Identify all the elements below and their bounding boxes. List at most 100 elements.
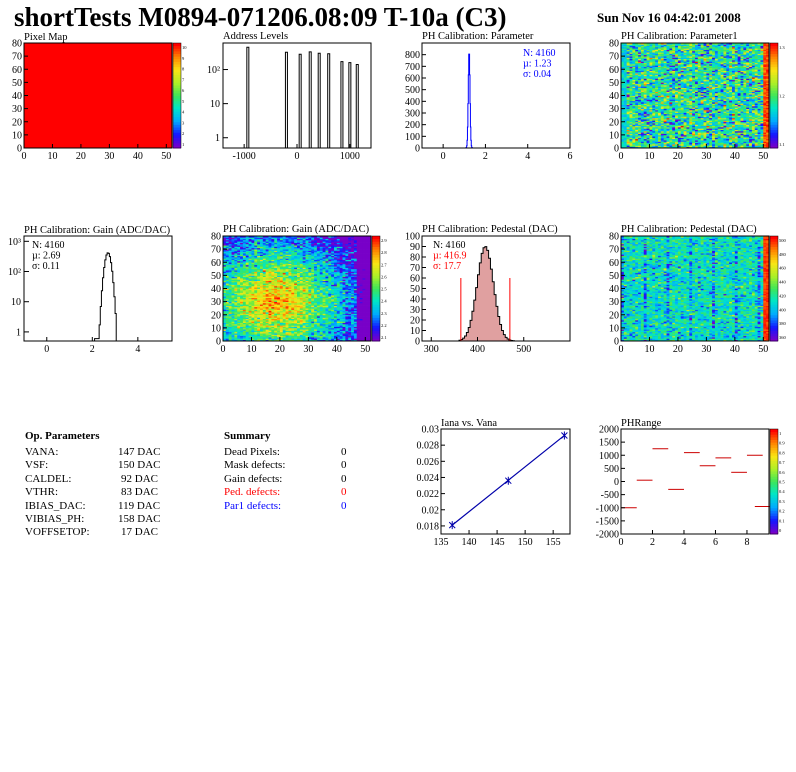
heatmap-cell (740, 53, 744, 56)
heatmap-cell (717, 60, 721, 62)
heatmap-cell (660, 71, 665, 74)
heatmap-cell (629, 79, 633, 82)
heatmap-cell (635, 112, 639, 115)
heatmap-cell (746, 77, 750, 79)
heatmap-cell (660, 99, 665, 102)
heatmap-cell (658, 140, 662, 142)
heatmap-cell (623, 58, 628, 61)
heatmap-cell (697, 115, 702, 117)
heatmap-cell (626, 87, 630, 90)
heatmap-cell (729, 142, 733, 145)
heatmap-cell (686, 132, 690, 134)
heatmap-cell (666, 52, 670, 54)
heatmap-cell (660, 85, 665, 87)
heatmap-cell (660, 52, 665, 54)
heatmap-cell (660, 69, 665, 71)
heatmap-cell (635, 111, 639, 113)
heatmap-cell (649, 95, 653, 98)
heatmap-cell (760, 69, 764, 71)
heatmap-cell (706, 85, 710, 87)
heatmap-cell (751, 133, 756, 136)
heatmap-cell (672, 141, 676, 144)
heatmap-cell (669, 50, 673, 53)
heatmap-cell (751, 103, 756, 106)
heatmap-cell (632, 62, 636, 65)
heatmap-cell (640, 57, 645, 60)
heatmap-cell (737, 44, 741, 46)
heatmap-cell (669, 104, 673, 107)
heatmap-cell (717, 111, 721, 113)
heatmap-cell (697, 137, 702, 140)
heatmap-cell (700, 141, 704, 144)
heatmap-cell (646, 104, 650, 107)
heatmap-cell (677, 96, 682, 99)
heatmap-cell (740, 52, 744, 54)
heatmap-cell (697, 65, 702, 67)
heatmap-cell (746, 81, 750, 83)
heatmap-cell (675, 142, 679, 145)
heatmap-cell (621, 52, 625, 54)
heatmap-cell (677, 113, 682, 116)
heatmap-cell (675, 136, 679, 138)
heatmap-cell (706, 102, 710, 104)
heatmap-cell (643, 112, 647, 115)
heatmap-cell (714, 134, 719, 137)
heatmap-cell (717, 121, 721, 124)
heatmap-cell (700, 65, 704, 67)
heatmap-cell (760, 87, 764, 90)
heatmap-cell (717, 98, 721, 100)
heatmap-cell (763, 54, 767, 57)
heatmap-cell (689, 62, 693, 65)
palette-cell (173, 87, 181, 91)
heatmap-cell (652, 142, 656, 145)
heatmap-cell (669, 137, 673, 140)
heatmap-cell (709, 100, 713, 103)
heatmap-cell (655, 109, 659, 112)
heatmap-cell (646, 48, 650, 50)
heatmap-cell (658, 94, 662, 96)
heatmap-cell (749, 107, 753, 109)
heatmap-cell (706, 53, 710, 56)
heatmap-cell (643, 104, 647, 107)
heatmap-cell (626, 44, 630, 46)
heatmap-cell (712, 130, 716, 133)
heatmap-cell (683, 113, 687, 116)
heatmap-cell (666, 92, 670, 95)
heatmap-cell (697, 134, 702, 137)
heatmap-cell (629, 113, 633, 116)
heatmap-cell (680, 142, 684, 145)
heatmap-cell (655, 132, 659, 134)
heatmap-cell (743, 87, 747, 90)
heatmap-cell (726, 141, 730, 144)
heatmap-cell (632, 45, 636, 48)
heatmap-cell (720, 109, 724, 112)
heatmap-cell (635, 43, 639, 45)
heatmap-cell (635, 75, 639, 78)
heatmap-cell (732, 109, 736, 112)
heatmap-cell (663, 113, 667, 116)
heatmap-cell (763, 132, 767, 134)
palette-cell (173, 121, 181, 125)
heatmap-cell (655, 87, 659, 90)
heatmap-cell (669, 116, 673, 119)
heatmap-cell (700, 88, 704, 91)
heatmap-cell (703, 121, 707, 124)
heatmap-cell (720, 43, 724, 45)
heatmap-cell (680, 82, 684, 85)
heatmap-cell (677, 45, 682, 48)
heatmap-cell (632, 128, 636, 130)
heatmap-cell (669, 52, 673, 54)
heatmap-cell (695, 48, 699, 50)
heatmap-cell (695, 64, 699, 66)
heatmap-cell (675, 112, 679, 115)
heatmap-cell (749, 87, 753, 90)
heatmap-cell (723, 144, 727, 146)
heatmap-cell (754, 141, 758, 144)
heatmap-cell (632, 74, 636, 77)
heatmap-cell (640, 124, 645, 127)
heatmap-cell (677, 132, 682, 134)
heatmap-cell (666, 98, 670, 100)
heatmap-cell (629, 61, 633, 64)
heatmap-cell (621, 43, 625, 45)
heatmap-cell (623, 130, 628, 133)
